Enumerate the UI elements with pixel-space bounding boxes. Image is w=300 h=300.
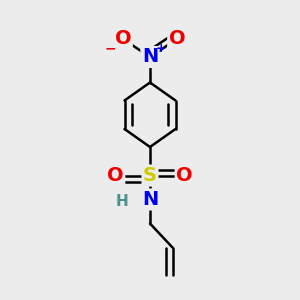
Text: O: O	[107, 166, 124, 185]
Text: O: O	[115, 29, 131, 49]
Text: N: N	[142, 190, 158, 209]
Text: +: +	[156, 42, 167, 55]
Text: −: −	[105, 41, 116, 55]
Text: S: S	[143, 166, 157, 185]
Text: O: O	[169, 29, 185, 49]
Text: H: H	[115, 194, 128, 208]
Text: O: O	[176, 166, 193, 185]
Text: N: N	[142, 47, 158, 67]
